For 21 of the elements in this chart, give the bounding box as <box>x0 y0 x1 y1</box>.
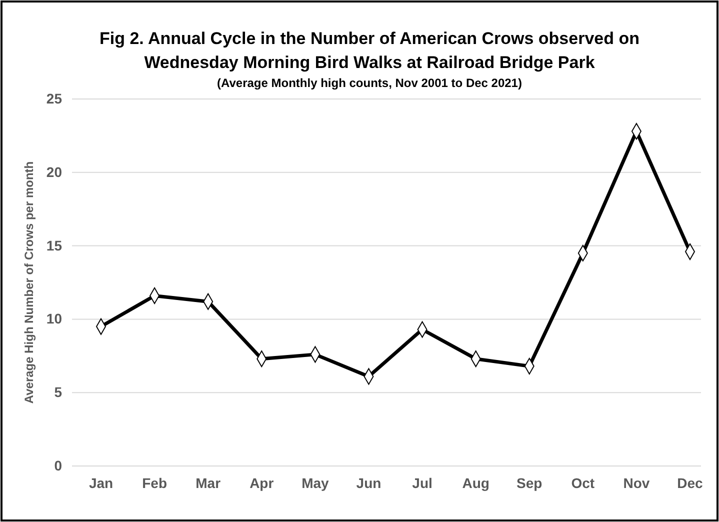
y-tick-label: 5 <box>54 384 62 400</box>
x-tick-label: May <box>302 474 330 491</box>
x-tick-label: Jul <box>412 474 432 491</box>
y-tick-label: 20 <box>46 164 62 180</box>
x-tick-label: Sep <box>516 474 542 491</box>
x-tick-label: Jun <box>356 474 382 491</box>
x-tick-label: Apr <box>250 474 274 491</box>
x-tick-label: Oct <box>571 474 595 491</box>
x-tick-label: Jan <box>88 474 114 491</box>
x-tick-label: Mar <box>196 474 222 491</box>
y-axis-title: Average High Number of Crows per month <box>22 161 36 404</box>
x-tick-label: Feb <box>142 474 167 491</box>
x-tick-label: Aug <box>462 474 490 491</box>
chart-subtitle: (Average Monthly high counts, Nov 2001 to Dec 2021) <box>217 76 522 90</box>
y-tick-label: 15 <box>46 237 62 254</box>
y-tick-label: 0 <box>54 457 62 474</box>
y-tick-label: 10 <box>46 310 62 327</box>
x-tick-label: Dec <box>677 474 704 491</box>
x-tick-label: Nov <box>623 474 650 491</box>
chart-title: Fig 2. Annual Cycle in the Number of American Crows observed on Wednesday Morning Bird Walks at Railroad Bridge Park <box>99 29 640 72</box>
y-tick-label: 25 <box>46 90 62 106</box>
